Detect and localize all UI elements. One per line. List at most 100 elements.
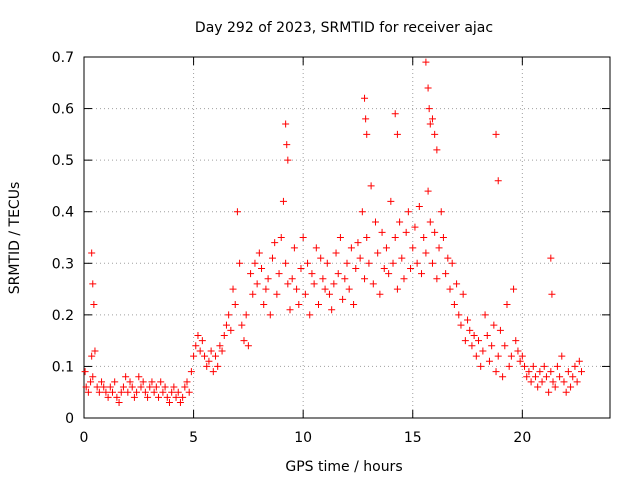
data-point xyxy=(358,208,366,216)
data-point xyxy=(155,393,163,401)
data-point xyxy=(253,280,261,288)
data-point xyxy=(231,301,239,309)
data-point xyxy=(378,228,386,236)
data-point xyxy=(477,362,485,370)
data-point xyxy=(475,337,482,345)
data-point xyxy=(371,218,379,226)
data-point xyxy=(468,342,476,350)
data-point xyxy=(538,378,546,386)
data-point xyxy=(290,244,298,252)
data-point xyxy=(181,383,189,391)
grid-lines xyxy=(84,57,610,418)
data-point xyxy=(542,373,550,381)
y-tick-label: 0.3 xyxy=(52,256,74,272)
plot-area-border xyxy=(83,56,611,419)
data-point xyxy=(124,388,132,396)
data-point xyxy=(275,270,283,278)
data-point xyxy=(172,393,180,401)
data-point xyxy=(404,208,412,216)
data-point xyxy=(510,285,518,293)
data-point xyxy=(422,249,430,257)
data-point xyxy=(569,373,577,381)
x-tick-label: 10 xyxy=(294,430,312,446)
data-point xyxy=(336,234,344,241)
data-point xyxy=(297,264,305,272)
data-point xyxy=(209,368,217,376)
data-point xyxy=(196,347,204,355)
data-point xyxy=(312,244,320,252)
data-point xyxy=(255,249,263,257)
data-point xyxy=(88,352,96,360)
data-point xyxy=(133,388,141,396)
data-point xyxy=(496,326,504,334)
data-point xyxy=(424,187,432,195)
data-point xyxy=(225,311,233,319)
data-point xyxy=(499,373,507,381)
data-point xyxy=(578,368,586,376)
data-point xyxy=(100,383,108,391)
data-point xyxy=(492,130,500,138)
data-point xyxy=(485,357,493,365)
data-point xyxy=(433,146,441,154)
data-point xyxy=(183,378,191,386)
data-point xyxy=(523,373,531,381)
data-point xyxy=(325,290,333,298)
data-point xyxy=(470,331,478,339)
data-point xyxy=(512,337,520,345)
data-point xyxy=(192,342,200,350)
data-point xyxy=(494,177,502,185)
data-point xyxy=(409,244,417,252)
data-point xyxy=(222,321,230,329)
data-point xyxy=(176,399,184,407)
data-point xyxy=(113,393,121,401)
y-tick-label: 0.7 xyxy=(52,50,74,66)
data-point xyxy=(492,368,500,376)
y-tick-label: 0.1 xyxy=(52,359,74,375)
data-point xyxy=(249,290,257,298)
data-point xyxy=(273,290,281,298)
y-tick-label: 0.5 xyxy=(52,153,74,169)
data-point xyxy=(516,357,524,365)
y-tick-label: 0 xyxy=(65,411,74,427)
data-point xyxy=(161,383,169,391)
data-point xyxy=(88,249,96,257)
data-point xyxy=(420,234,428,241)
data-point xyxy=(367,182,375,190)
data-point xyxy=(341,275,349,283)
data-point xyxy=(218,347,226,355)
data-point xyxy=(393,130,401,138)
data-point xyxy=(106,383,114,391)
data-point xyxy=(187,368,195,376)
data-point xyxy=(558,352,566,360)
data-point xyxy=(350,301,358,309)
data-point xyxy=(165,399,173,407)
data-point xyxy=(238,321,246,329)
data-point xyxy=(299,234,307,241)
data-point xyxy=(301,290,309,298)
data-point xyxy=(139,378,147,386)
data-point xyxy=(141,388,149,396)
data-point xyxy=(439,234,447,241)
data-point xyxy=(540,362,548,370)
data-point xyxy=(293,285,301,293)
data-point xyxy=(203,362,211,370)
data-point xyxy=(450,301,458,309)
data-point xyxy=(98,378,106,386)
data-point xyxy=(464,316,472,324)
data-point xyxy=(137,383,145,391)
data-point xyxy=(444,254,452,262)
data-point xyxy=(529,362,537,370)
data-point xyxy=(89,280,97,288)
data-point xyxy=(396,218,404,226)
y-tick-label: 0.4 xyxy=(52,205,74,221)
data-point xyxy=(466,326,474,334)
data-point xyxy=(425,105,433,113)
data-point xyxy=(545,388,553,396)
data-point xyxy=(433,275,441,283)
x-tick-label: 5 xyxy=(189,430,198,446)
data-point xyxy=(575,357,583,365)
data-point xyxy=(356,254,364,262)
data-point xyxy=(288,275,296,283)
data-point xyxy=(426,218,434,226)
data-point xyxy=(361,94,369,102)
